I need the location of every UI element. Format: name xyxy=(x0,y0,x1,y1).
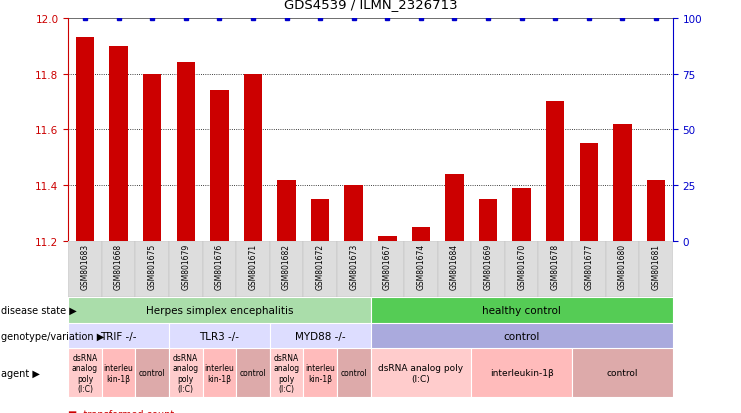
Bar xyxy=(572,242,605,297)
Text: dsRNA
analog
poly
(I:C): dsRNA analog poly (I:C) xyxy=(173,353,199,393)
Bar xyxy=(236,242,270,297)
Text: GSM801681: GSM801681 xyxy=(651,243,660,289)
Bar xyxy=(370,349,471,397)
Bar xyxy=(303,242,337,297)
Bar xyxy=(479,200,497,242)
Bar xyxy=(445,175,464,242)
Bar xyxy=(136,349,169,397)
Text: GSM801680: GSM801680 xyxy=(618,243,627,289)
Bar xyxy=(572,349,673,397)
Bar xyxy=(110,47,127,242)
Bar xyxy=(169,323,270,349)
Bar xyxy=(210,91,228,242)
Bar xyxy=(202,349,236,397)
Bar xyxy=(614,125,631,242)
Text: TLR3 -/-: TLR3 -/- xyxy=(199,331,239,341)
Bar xyxy=(404,242,438,297)
Bar xyxy=(539,242,572,297)
Text: interleu
kin-1β: interleu kin-1β xyxy=(305,363,335,382)
Text: GSM801667: GSM801667 xyxy=(383,243,392,290)
Bar xyxy=(505,242,539,297)
Text: GSM801677: GSM801677 xyxy=(585,243,594,290)
Bar xyxy=(438,242,471,297)
Text: dsRNA analog poly
(I:C): dsRNA analog poly (I:C) xyxy=(379,363,463,382)
Text: control: control xyxy=(503,331,540,341)
Text: control: control xyxy=(340,368,367,377)
Text: TRIF -/-: TRIF -/- xyxy=(100,331,137,341)
Bar xyxy=(370,242,404,297)
Bar xyxy=(311,200,329,242)
Bar xyxy=(68,323,169,349)
Text: interleu
kin-1β: interleu kin-1β xyxy=(205,363,234,382)
Text: GSM801668: GSM801668 xyxy=(114,243,123,289)
Bar xyxy=(605,242,639,297)
Text: MYD88 -/-: MYD88 -/- xyxy=(295,331,345,341)
Bar xyxy=(102,242,136,297)
Bar xyxy=(639,242,673,297)
Bar xyxy=(136,242,169,297)
Bar xyxy=(303,349,337,397)
Bar xyxy=(270,323,370,349)
Bar xyxy=(169,349,202,397)
Bar xyxy=(345,186,363,242)
Bar xyxy=(647,180,665,242)
Text: ■  transformed count: ■ transformed count xyxy=(68,409,174,413)
Bar xyxy=(244,74,262,242)
Bar xyxy=(513,189,531,242)
Text: healthy control: healthy control xyxy=(482,305,561,315)
Bar xyxy=(202,242,236,297)
Text: GSM801670: GSM801670 xyxy=(517,243,526,290)
Bar xyxy=(277,180,296,242)
Text: GSM801674: GSM801674 xyxy=(416,243,425,290)
Text: GSM801673: GSM801673 xyxy=(349,243,358,290)
Bar xyxy=(471,349,572,397)
Text: GSM801683: GSM801683 xyxy=(81,243,90,289)
Bar xyxy=(169,242,202,297)
Bar xyxy=(176,63,195,242)
Bar xyxy=(76,38,94,242)
Text: GSM801669: GSM801669 xyxy=(484,243,493,290)
Bar xyxy=(270,242,303,297)
Text: GSM801678: GSM801678 xyxy=(551,243,559,289)
Bar xyxy=(412,228,430,242)
Text: interleukin-1β: interleukin-1β xyxy=(490,368,554,377)
Bar xyxy=(236,349,270,397)
Text: control: control xyxy=(607,368,638,377)
Text: dsRNA
analog
poly
(I:C): dsRNA analog poly (I:C) xyxy=(273,353,299,393)
Text: Herpes simplex encephalitis: Herpes simplex encephalitis xyxy=(145,305,293,315)
Text: GSM801684: GSM801684 xyxy=(450,243,459,289)
Text: GDS4539 / ILMN_2326713: GDS4539 / ILMN_2326713 xyxy=(284,0,457,11)
Text: interleu
kin-1β: interleu kin-1β xyxy=(104,363,133,382)
Bar xyxy=(370,297,673,323)
Bar xyxy=(143,74,162,242)
Bar xyxy=(378,236,396,242)
Text: control: control xyxy=(239,368,266,377)
Bar xyxy=(370,323,673,349)
Bar xyxy=(337,349,370,397)
Bar xyxy=(579,144,598,242)
Text: GSM801671: GSM801671 xyxy=(248,243,257,289)
Text: disease state ▶: disease state ▶ xyxy=(1,305,76,315)
Text: GSM801682: GSM801682 xyxy=(282,243,291,289)
Bar xyxy=(337,242,370,297)
Text: GSM801672: GSM801672 xyxy=(316,243,325,289)
Text: GSM801676: GSM801676 xyxy=(215,243,224,290)
Bar xyxy=(546,102,565,242)
Text: control: control xyxy=(139,368,165,377)
Text: dsRNA
analog
poly
(I:C): dsRNA analog poly (I:C) xyxy=(72,353,98,393)
Bar xyxy=(68,242,102,297)
Bar xyxy=(102,349,136,397)
Text: genotype/variation ▶: genotype/variation ▶ xyxy=(1,331,104,341)
Text: GSM801679: GSM801679 xyxy=(182,243,190,290)
Bar xyxy=(68,297,370,323)
Bar xyxy=(471,242,505,297)
Bar xyxy=(270,349,303,397)
Text: agent ▶: agent ▶ xyxy=(1,368,39,378)
Text: GSM801675: GSM801675 xyxy=(147,243,156,290)
Bar xyxy=(68,349,102,397)
